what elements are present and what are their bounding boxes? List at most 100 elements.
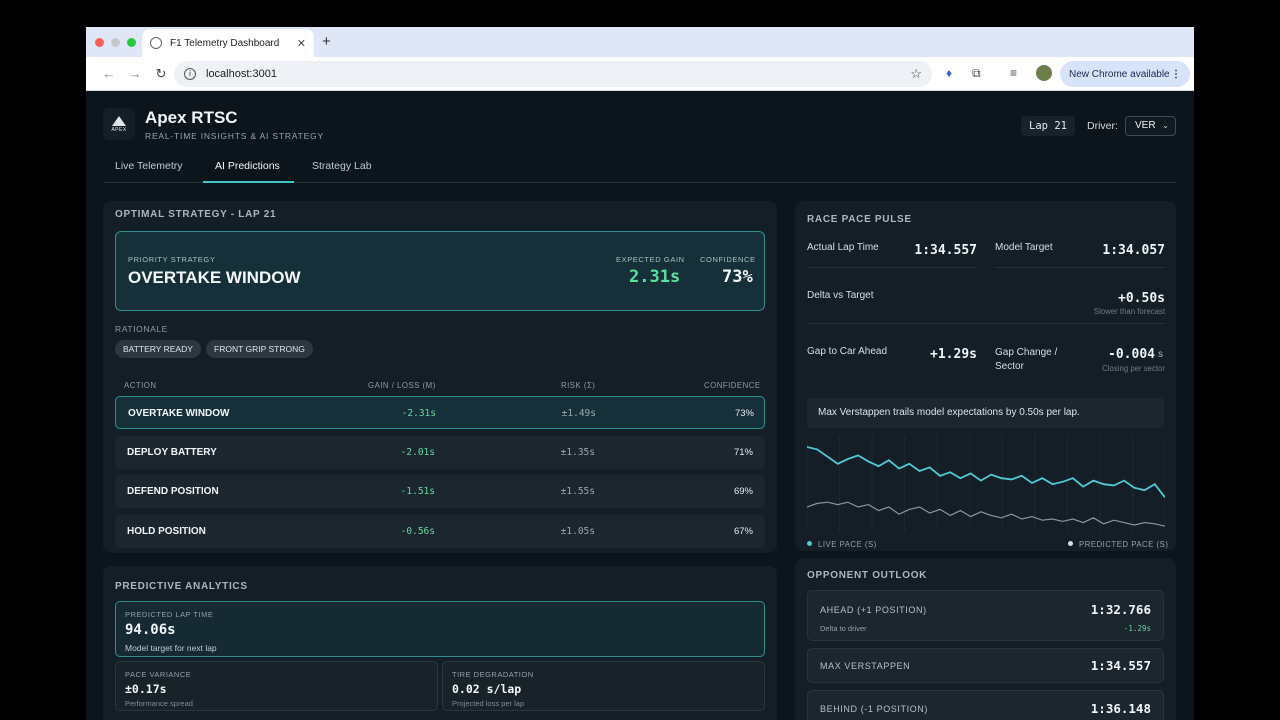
priority-value: OVERTAKE WINDOW — [128, 268, 301, 287]
predicted-lap-card: PREDICTED LAP TIME 94.06s Model target f… — [115, 601, 765, 657]
table-row[interactable]: OVERTAKE WINDOW -2.31s ±1.49s 73% — [115, 396, 765, 429]
row-confidence: 69% — [733, 486, 753, 497]
row-confidence: 71% — [733, 447, 753, 458]
url-text: localhost:3001 — [206, 68, 277, 80]
close-tab-icon[interactable]: ✕ — [296, 37, 306, 50]
legend-live-dot-icon — [807, 541, 812, 546]
column-header-gain: GAIN / LOSS (M) — [368, 381, 436, 390]
browser-tab[interactable]: F1 Telemetry Dashboard ✕ — [142, 29, 314, 57]
gap-ahead-value: +1.29s — [930, 347, 977, 362]
media-control-icon[interactable]: ≡ — [1010, 66, 1018, 80]
row-gain: -2.01s — [400, 447, 435, 458]
legend-live-label: LIVE PACE (S) — [818, 540, 877, 549]
apex-logo: APEX — [103, 108, 135, 140]
gap-change-value: -0.004 — [1108, 347, 1155, 362]
zoom-window-button[interactable] — [127, 38, 136, 47]
metric-divider — [807, 267, 977, 268]
row-risk: ±1.55s — [560, 486, 595, 497]
pace-variance-sub: Performance spread — [125, 699, 193, 708]
row-action: DEFEND POSITION — [127, 486, 219, 497]
table-row[interactable]: DEPLOY BATTERY -2.01s ±1.35s 71% — [115, 436, 765, 469]
bookmark-star-icon[interactable]: ☆ — [910, 66, 922, 81]
opponent-behind-value: 1:36.148 — [1090, 701, 1151, 716]
active-tab-indicator — [203, 181, 294, 183]
new-tab-button[interactable]: + — [322, 33, 331, 50]
table-row[interactable]: HOLD POSITION -0.56s ±1.05s 67% — [115, 515, 765, 548]
race-pace-title: RACE PACE PULSE — [807, 214, 912, 225]
driver-select-value: VER — [1135, 120, 1156, 131]
app-title: Apex RTSC — [145, 108, 238, 127]
pace-variance-value: ±0.17s — [125, 682, 167, 696]
reload-icon[interactable]: ↻ — [155, 65, 167, 81]
menu-kebab-icon[interactable]: ⋮ — [1171, 68, 1181, 80]
row-action: OVERTAKE WINDOW — [128, 408, 230, 419]
gap-change-label: Gap Change / Sector — [995, 347, 1058, 372]
site-info-icon[interactable]: i — [184, 68, 196, 80]
profile-avatar[interactable] — [1036, 65, 1052, 81]
window-controls — [95, 38, 136, 47]
opponent-ahead-sub: Delta to driver — [820, 624, 867, 633]
back-arrow-icon[interactable]: ← — [102, 66, 116, 81]
address-bar[interactable]: i localhost:3001 ☆ — [174, 61, 932, 87]
predictive-analytics-panel: PREDICTIVE ANALYTICS PREDICTED LAP TIME … — [103, 566, 777, 720]
minimize-window-button[interactable] — [111, 38, 120, 47]
chevron-down-icon: ⌄ — [1162, 121, 1169, 130]
opponent-ahead-card: AHEAD (+1 POSITION) 1:32.766 Delta to dr… — [807, 590, 1164, 641]
model-target-label: Model Target — [995, 242, 1053, 253]
driver-lap-value: 1:34.557 — [1090, 658, 1151, 673]
driver-select[interactable]: VER ⌄ — [1125, 116, 1176, 136]
table-row[interactable]: DEFEND POSITION -1.51s ±1.55s 69% — [115, 475, 765, 508]
globe-icon — [150, 37, 162, 49]
row-action: DEPLOY BATTERY — [127, 447, 217, 458]
metric-divider — [807, 323, 1165, 324]
metric-divider — [995, 267, 1165, 268]
legend-live: LIVE PACE (S) — [807, 540, 877, 549]
update-chrome-button[interactable]: New Chrome available ⋮ — [1060, 61, 1190, 87]
row-risk: ±1.35s — [560, 447, 595, 458]
row-gain: -2.31s — [401, 408, 436, 419]
column-header-risk: RISK (Σ) — [561, 381, 596, 390]
priority-strategy-card: PRIORITY STRATEGY OVERTAKE WINDOW EXPECT… — [115, 231, 765, 311]
driver-card: MAX VERSTAPPEN 1:34.557 — [807, 648, 1164, 683]
actual-lap-label: Actual Lap Time — [807, 242, 879, 253]
live-pace-line — [807, 446, 1165, 498]
tab-strategy-lab[interactable]: Strategy Lab — [312, 160, 372, 172]
opponent-ahead-label: AHEAD (+1 POSITION) — [820, 605, 927, 615]
logo-text: APEX — [111, 126, 127, 133]
optimal-strategy-panel: OPTIMAL STRATEGY - LAP 21 PRIORITY STRAT… — [103, 201, 777, 553]
row-risk: ±1.49s — [561, 408, 596, 419]
race-pace-panel: RACE PACE PULSE Actual Lap Time 1:34.557… — [795, 201, 1176, 551]
lap-badge: Lap 21 — [1021, 116, 1075, 136]
pace-chart — [807, 435, 1165, 531]
tab-live-telemetry[interactable]: Live Telemetry — [115, 160, 183, 172]
close-window-button[interactable] — [95, 38, 104, 47]
row-action: HOLD POSITION — [127, 526, 206, 537]
legend-predicted: PREDICTED PACE (S) — [1068, 540, 1168, 549]
rationale-chip: BATTERY READY — [115, 340, 201, 358]
expected-gain-value: 2.31s — [629, 267, 681, 287]
dashboard-app: APEX Apex RTSC REAL-TIME INSIGHTS & AI S… — [86, 91, 1194, 720]
opponent-behind-card: BEHIND (-1 POSITION) 1:36.148 — [807, 690, 1164, 720]
extension-icon[interactable]: ♦ — [946, 66, 953, 80]
logo-triangle-icon — [112, 115, 126, 126]
delta-label: Delta vs Target — [807, 290, 874, 301]
gap-change-sub: Closing per sector — [1102, 364, 1165, 373]
extensions-puzzle-icon[interactable]: ⧉ — [972, 66, 981, 80]
delta-value: +0.50s — [1118, 291, 1165, 306]
row-confidence: 67% — [733, 526, 753, 537]
forward-arrow-icon[interactable]: → — [128, 66, 142, 81]
browser-window: F1 Telemetry Dashboard ✕ + ← → ↻ i local… — [86, 27, 1194, 720]
app-tagline: REAL-TIME INSIGHTS & AI STRATEGY — [145, 131, 324, 141]
row-risk: ±1.05s — [560, 526, 595, 537]
opponent-ahead-value: 1:32.766 — [1090, 602, 1151, 617]
opponent-behind-label: BEHIND (-1 POSITION) — [820, 704, 929, 714]
tire-degradation-value: 0.02 s/lap — [452, 682, 522, 696]
pace-variance-label: PACE VARIANCE — [125, 670, 192, 679]
tab-ai-predictions[interactable]: AI Predictions — [215, 160, 280, 172]
rationale-chip: FRONT GRIP STRONG — [206, 340, 313, 358]
gap-ahead-label: Gap to Car Ahead — [807, 346, 888, 357]
driver-label: Driver: — [1087, 120, 1118, 132]
opponent-ahead-delta: -1.29s — [1123, 624, 1151, 633]
expected-gain-label: EXPECTED GAIN — [616, 255, 685, 264]
delta-sub: Slower than forecast — [1093, 307, 1165, 316]
